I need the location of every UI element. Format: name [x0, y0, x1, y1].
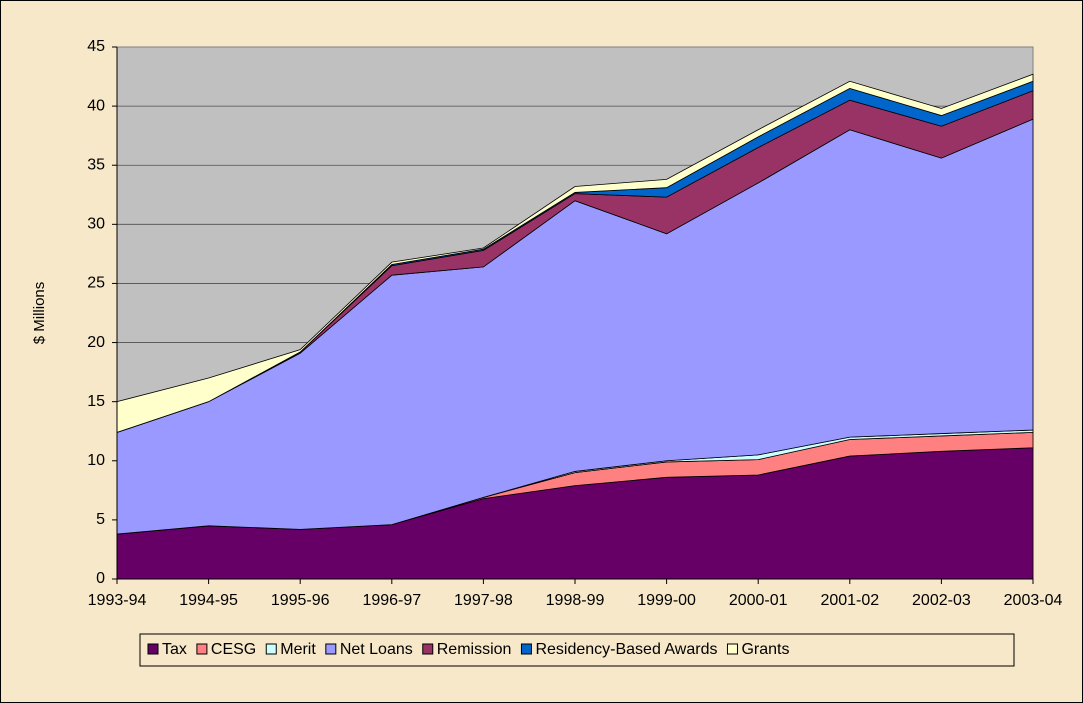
area [116, 73, 1034, 433]
legend-label: Tax [162, 641, 187, 658]
x-tick-label: 1993-94 [88, 592, 147, 609]
x-tick-label: 1996-97 [362, 592, 421, 609]
x-tick-label: 1995-96 [271, 592, 330, 609]
legend-swatch [147, 643, 159, 655]
y-tick-label: 20 [87, 334, 105, 351]
legend-label: Remission [437, 641, 512, 658]
x-tick-label: 1997-98 [454, 592, 513, 609]
legend-swatch [325, 643, 337, 655]
legend-label: Residency-Based Awards [535, 641, 717, 658]
legend-swatch [726, 643, 738, 655]
y-tick-label: 5 [96, 511, 105, 528]
y-axis-label: $ Millions [31, 282, 48, 345]
legend-swatch [422, 643, 434, 655]
legend-label: Net Loans [340, 641, 413, 658]
legend-box [139, 633, 1015, 667]
y-tick-label: 35 [87, 156, 105, 173]
y-tick-label: 40 [87, 97, 105, 114]
y-tick-label: 30 [87, 216, 105, 233]
legend-label: Grants [741, 641, 789, 658]
x-tick-label: 2003-04 [1004, 592, 1063, 609]
legend-label: Merit [280, 641, 316, 658]
x-tick-label: 2002-03 [912, 592, 971, 609]
x-tick-label: 1999-00 [637, 592, 696, 609]
y-tick-label: 45 [87, 38, 105, 55]
x-tick-label: 2000-01 [729, 592, 788, 609]
y-tick-label: 10 [87, 452, 105, 469]
x-tick-label: 1998-99 [546, 592, 605, 609]
legend-swatch [520, 643, 532, 655]
legend-swatch [265, 643, 277, 655]
y-tick-label: 25 [87, 275, 105, 292]
legend-label: CESG [211, 641, 256, 658]
y-tick-label: 15 [87, 393, 105, 410]
y-tick-label: 0 [96, 570, 105, 587]
x-tick-label: 2001-02 [820, 592, 879, 609]
legend-swatch [196, 643, 208, 655]
x-tick-label: 1994-95 [179, 592, 238, 609]
